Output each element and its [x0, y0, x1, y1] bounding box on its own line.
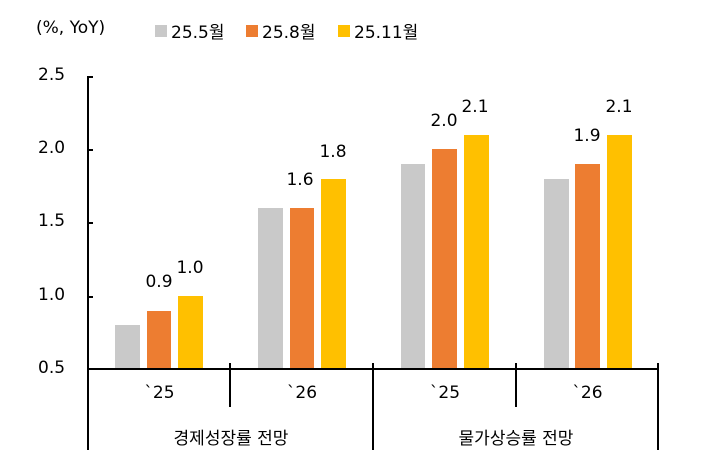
bar-gdp-25-nov: [178, 296, 203, 369]
value-label: 1.8: [319, 142, 347, 162]
value-label: 1.0: [176, 258, 204, 278]
legend-swatch-yellow: [338, 24, 350, 37]
y-tick: 2.5: [38, 65, 66, 85]
legend-label: 25.8월: [262, 23, 316, 43]
y-tick: 2.0: [38, 138, 66, 158]
x-divider: [372, 363, 374, 450]
bar-cpi-26-nov: [607, 135, 632, 369]
x-group-label: 경제성장률 전망: [173, 429, 289, 449]
value-label: 1.9: [573, 126, 601, 146]
bar-gdp-25-aug: [147, 311, 171, 369]
x-divider: [229, 363, 231, 407]
legend-item-25-8: 25.8월: [246, 18, 316, 43]
legend-item-25-11: 25.11월: [338, 18, 418, 43]
bar-cpi-26-aug: [575, 164, 600, 369]
unit-label: (%, YoY): [36, 18, 106, 38]
bar-cpi-25-may: [401, 164, 425, 369]
x-category-label: `26: [286, 383, 318, 403]
x-divider: [657, 363, 659, 450]
y-tick-mark: [87, 296, 93, 298]
legend-swatch-orange: [246, 24, 258, 37]
y-tick: 1.0: [38, 285, 66, 305]
x-group-label: 물가상승률 전망: [458, 429, 574, 449]
bar-gdp-26-aug: [290, 208, 314, 369]
y-tick: 0.5: [38, 358, 66, 378]
bar-gdp-26-may: [258, 208, 283, 369]
y-tick-mark: [87, 76, 93, 78]
bar-cpi-26-may: [544, 179, 569, 369]
value-label: 2.1: [605, 97, 633, 117]
legend-label: 25.11월: [354, 23, 419, 43]
x-category-label: `26: [572, 383, 603, 403]
value-label: 0.9: [145, 272, 173, 292]
bar-cpi-25-nov: [464, 135, 489, 369]
value-label: 2.1: [461, 97, 489, 117]
value-label: 1.6: [286, 170, 314, 190]
y-tick-mark: [87, 222, 93, 224]
x-divider: [87, 368, 89, 450]
legend-swatch-gray: [155, 24, 167, 37]
legend-item-25-5: 25.5월: [155, 18, 225, 43]
bar-cpi-25-aug: [432, 149, 457, 369]
y-tick-mark: [87, 149, 93, 151]
x-category-label: `25: [429, 383, 461, 403]
x-divider: [515, 363, 517, 407]
bar-gdp-25-may: [115, 325, 140, 369]
y-tick: 1.5: [38, 211, 66, 231]
value-label: 2.0: [430, 111, 458, 131]
bar-gdp-26-nov: [321, 179, 346, 369]
x-category-label: `25: [144, 383, 175, 403]
legend-label: 25.5월: [171, 23, 225, 43]
